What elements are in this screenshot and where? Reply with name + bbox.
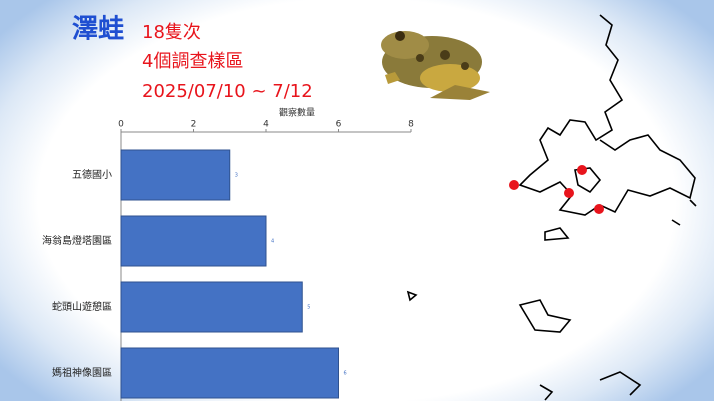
x-tick-label: 8: [408, 120, 414, 130]
x-tick-label: 4: [263, 120, 269, 130]
data-label: 6: [344, 371, 347, 377]
y-tick-label: 蛇頭山遊憩區: [52, 300, 112, 313]
data-label: 3: [235, 173, 238, 179]
subtitle: 2025/07/10 ~ 7/12: [142, 81, 313, 102]
x-tick-label: 0: [118, 120, 124, 130]
y-tick-label: 海翁島燈塔園區: [42, 234, 112, 247]
data-label: 4: [271, 239, 274, 245]
chart-title: 澤蛙: [72, 15, 124, 45]
map: [406, 14, 697, 401]
map-site: [509, 165, 604, 214]
bar: [120, 149, 231, 201]
data-label: 5: [307, 305, 310, 311]
subtitle: 4個調查樣區: [142, 51, 243, 72]
axis-title: 觀察數量: [279, 107, 315, 119]
subtitle: 18隻次: [142, 22, 201, 43]
bar: [120, 347, 339, 399]
bar: [120, 215, 267, 267]
y-tick-label: 五德國小: [72, 168, 112, 181]
bar: [120, 281, 303, 333]
frog-image: [381, 31, 490, 100]
y-tick-label: 媽祖神像園區: [52, 366, 112, 379]
x-tick-label: 2: [191, 120, 197, 130]
x-tick-label: 6: [336, 120, 342, 130]
